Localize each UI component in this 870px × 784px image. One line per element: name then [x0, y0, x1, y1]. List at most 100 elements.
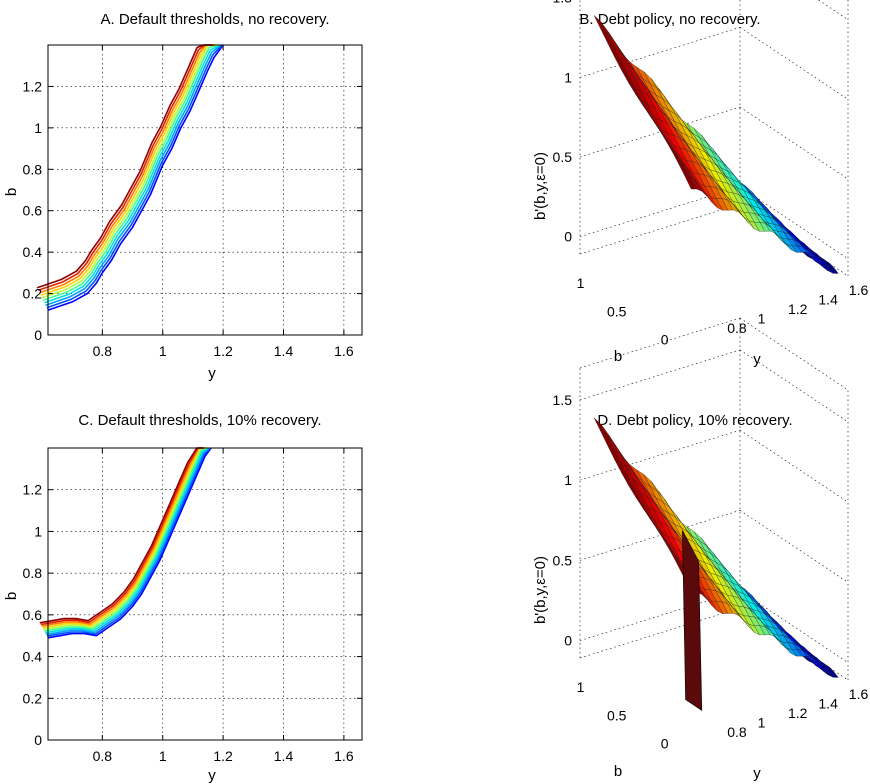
- y-tick-label: 0.4: [23, 649, 43, 665]
- panel-a-x-axis-label: y: [208, 365, 216, 382]
- threshold-series-line: [46, 447, 211, 637]
- panel-b-z-axis-label: b'(b,y,ε=0): [532, 152, 549, 220]
- threshold-series-line: [40, 44, 216, 296]
- z-tick-label: 0: [564, 229, 572, 245]
- panel-d-surface: [593, 417, 839, 711]
- x-tick-label: 1.2: [213, 343, 233, 359]
- z-tick-label: 0.5: [553, 149, 573, 165]
- panel-a-y-axis-label: b: [3, 188, 20, 196]
- panel-c-plot-area: [47, 447, 363, 741]
- z-tick-label: 1: [564, 472, 572, 488]
- threshold-series-line: [47, 44, 224, 311]
- z-grid-line: [739, 510, 849, 583]
- b-tick-label: 0: [661, 735, 669, 751]
- y-tick-label: 1.6: [849, 686, 869, 702]
- z-grid-line: [739, 186, 849, 259]
- panel-c-series: [39, 447, 212, 639]
- x-tick-label: 0.8: [93, 748, 113, 764]
- panel-b-title: B. Debt policy, no recovery.: [579, 11, 760, 28]
- box-edge: [579, 607, 741, 659]
- b-tick-label: 0.5: [607, 303, 627, 319]
- threshold-series-line: [42, 44, 219, 301]
- x-tick-label: 1: [159, 748, 167, 764]
- box-edge: [739, 317, 849, 391]
- z-grid-line: [579, 429, 741, 481]
- z-grid-line: [739, 106, 849, 180]
- z-grid-line: [739, 349, 849, 423]
- panel-b-ticks: 0 0.5 1 1.5 0 0.5 1 0.8 1 1.2 1.4 1.6: [553, 0, 869, 347]
- y-tick-label: 0.6: [23, 607, 43, 623]
- z-tick-label: 1.5: [553, 0, 573, 6]
- panel-c-default-thresholds-10pct-recovery: C. Default thresholds, 10% recovery. 0.8…: [3, 412, 363, 784]
- y-tick-label: 0: [34, 732, 42, 748]
- y-tick-label: 1: [758, 311, 766, 327]
- panel-c-ticks: 0.8 1 1.2 1.4 1.6 0 0.2 0.4 0.6 0.8 1 1.2: [23, 448, 362, 764]
- panel-d-ticks: 0 0.5 1 1.5 0 0.5 1 0.8 1 1.2 1.4 1.6: [553, 392, 869, 752]
- x-tick-label: 1.2: [213, 748, 233, 764]
- threshold-series-line: [43, 447, 207, 631]
- panel-d-title: D. Debt policy, 10% recovery.: [597, 412, 792, 429]
- x-tick-label: 1.6: [334, 748, 354, 764]
- y-tick-label: 0.4: [23, 244, 43, 260]
- z-grid-line: [579, 27, 741, 78]
- y-tick-label: 0.8: [23, 161, 43, 177]
- panel-d-b-axis-label: b: [614, 763, 622, 780]
- y-tick-label: 1: [34, 120, 42, 136]
- y-tick-label: 1.4: [818, 696, 838, 712]
- z-grid-line: [579, 106, 741, 158]
- panel-b-y-axis-label: y: [753, 351, 761, 368]
- y-tick-label: 1.2: [23, 482, 43, 498]
- y-tick-label: 1.4: [818, 292, 838, 308]
- threshold-series-line: [39, 44, 215, 294]
- threshold-series-line: [42, 447, 206, 629]
- z-tick-label: 0: [564, 633, 572, 649]
- panel-c-x-axis-label: y: [208, 767, 216, 784]
- threshold-series-line: [41, 447, 205, 627]
- y-tick-label: 1.2: [23, 78, 43, 94]
- panel-a-series: [36, 44, 224, 311]
- x-tick-label: 1.6: [334, 343, 354, 359]
- threshold-series-line: [41, 44, 218, 299]
- panel-a-title: A. Default thresholds, no recovery.: [101, 11, 330, 28]
- z-grid-line: [739, 27, 849, 100]
- x-tick-label: 0.8: [93, 343, 113, 359]
- panel-c-y-axis-label: b: [3, 592, 20, 600]
- threshold-series-line: [46, 447, 210, 636]
- z-tick-label: 1.5: [553, 392, 573, 408]
- y-tick-label: 1: [34, 523, 42, 539]
- y-tick-label: 0.6: [23, 203, 43, 219]
- b-tick-label: 0: [661, 331, 669, 347]
- panel-a-plot-area: [47, 44, 363, 336]
- threshold-series-line: [38, 44, 214, 292]
- panel-a-default-thresholds-no-recovery: A. Default thresholds, no recovery. 0.8 1…: [3, 11, 363, 382]
- panel-d-z-axis-label: b'(b,y,ε=0): [532, 556, 549, 624]
- threshold-series-line: [45, 44, 222, 306]
- panel-b-3d-box: [579, 0, 849, 277]
- panel-b-surface: [593, 15, 839, 274]
- z-grid-line: [739, 590, 849, 663]
- z-grid-line: [739, 429, 849, 503]
- z-grid-line: [579, 349, 741, 401]
- panel-d-debt-policy-10pct-recovery: D. Debt policy, 10% recovery. 0 0.5 1 1.5 0 0…: [532, 317, 869, 782]
- threshold-series-line: [40, 447, 204, 626]
- z-grid-line: [817, 0, 849, 20]
- y-tick-label: 1: [758, 715, 766, 731]
- z-tick-label: 1: [564, 69, 572, 85]
- panel-a-ticks: 0.8 1 1.2 1.4 1.6 0 0.2 0.4 0.6 0.8 1 1.2: [23, 45, 362, 359]
- surface-notch: [682, 530, 703, 711]
- threshold-series-line: [46, 44, 223, 309]
- z-tick-label: 0.5: [553, 552, 573, 568]
- threshold-series-line: [44, 44, 220, 304]
- y-tick-label: 0.2: [23, 690, 43, 706]
- panel-b-debt-policy-no-recovery: B. Debt policy, no recovery. 0 0.5 1 1.5 0 0.…: [532, 0, 868, 368]
- y-tick-label: 0.8: [23, 565, 43, 581]
- y-tick-label: 1.6: [849, 282, 869, 298]
- b-tick-label: 1: [577, 275, 585, 291]
- surface-patch: [829, 269, 839, 274]
- x-tick-label: 1.4: [274, 343, 294, 359]
- z-grid-line: [579, 510, 741, 561]
- y-tick-label: 1.2: [788, 301, 808, 317]
- panel-c-frame: [47, 447, 363, 741]
- surface-patch: [829, 673, 839, 678]
